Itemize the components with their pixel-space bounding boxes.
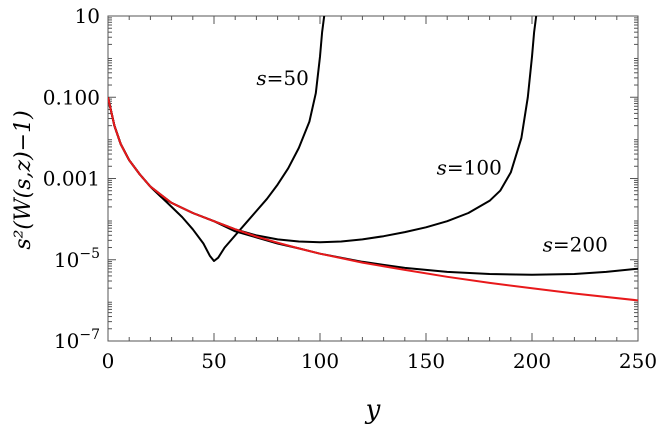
series-line-0: [108, 16, 326, 262]
y-axis-title: s²(W(s,z)−1): [11, 110, 36, 249]
series-labels: s=50 s=100 s=200: [256, 66, 607, 257]
x-tick-label: 0: [102, 349, 115, 373]
y-tick-label: 10−5: [54, 246, 100, 272]
y-tick-label: 10: [75, 4, 100, 28]
x-tick-label: 200: [513, 349, 551, 373]
series-label-2: s=200: [543, 233, 608, 257]
series-label-0: s=50: [256, 66, 308, 90]
ticks: 0 50 100 150 200 250 10−7 10−5 0.001 0.100 10: [43, 4, 657, 373]
series-lines: [108, 16, 638, 302]
x-tick-label: 100: [301, 349, 339, 373]
x-tick-label: 150: [407, 349, 445, 373]
y-tick-label: 0.001: [43, 167, 100, 191]
series-label-1: s=100: [437, 155, 502, 179]
series-line-3: [108, 97, 638, 302]
x-axis-title: y: [365, 395, 381, 425]
x-tick-label: 50: [201, 349, 226, 373]
y-tick-label: 10−7: [54, 327, 100, 353]
x-tick-label: 250: [619, 349, 657, 373]
y-tick-label: 0.100: [43, 85, 100, 109]
